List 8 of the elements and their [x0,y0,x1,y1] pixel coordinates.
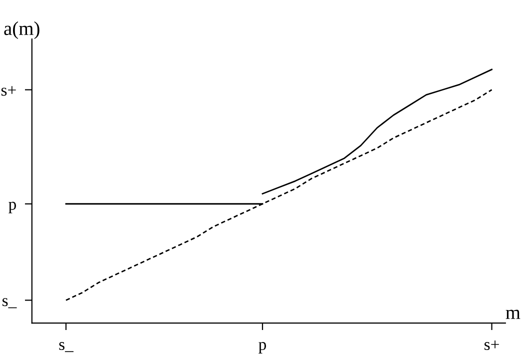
x-tick-label: s_ [59,342,74,352]
text: p [8,202,16,214]
y-axis-title: a(m) [4,21,40,40]
x-tick-label: p [258,342,266,354]
x-tick-label: s+ [484,340,499,350]
text: s+ [1,86,16,96]
text: s_ [2,298,17,308]
x-axis-title: m [506,310,520,319]
